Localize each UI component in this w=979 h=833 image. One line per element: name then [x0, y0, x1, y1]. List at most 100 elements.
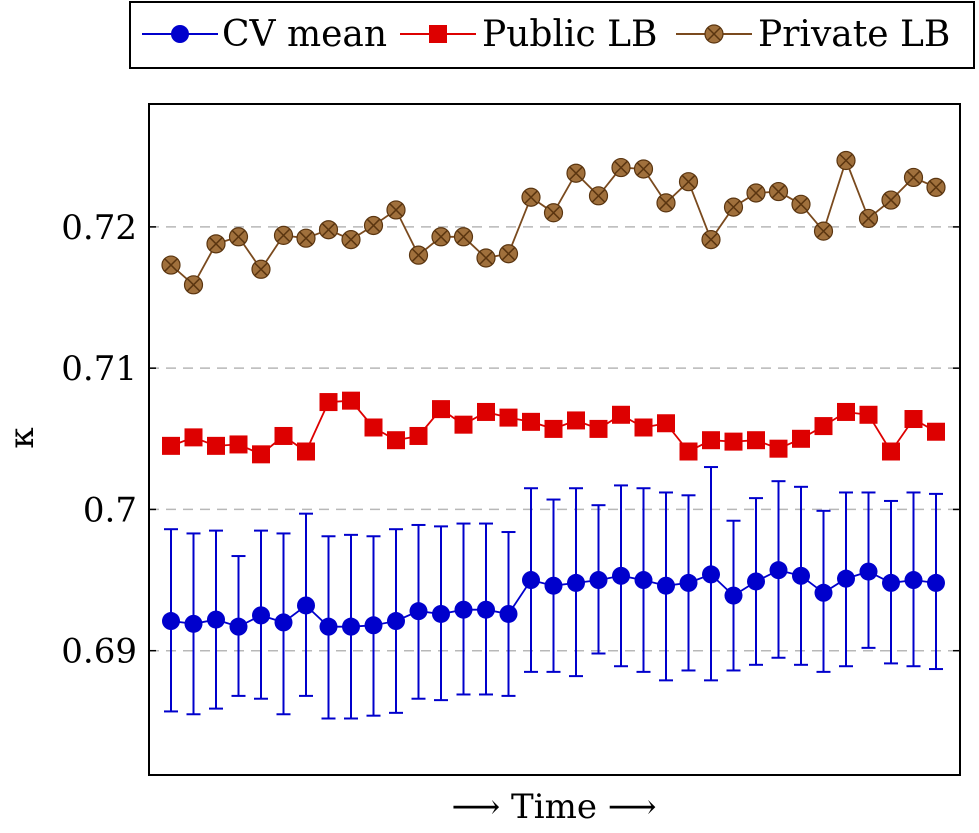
- data-point: [769, 439, 788, 458]
- data-point: [858, 208, 879, 229]
- data-point: [477, 600, 495, 619]
- data-point: [252, 606, 270, 625]
- data-point: [657, 576, 675, 595]
- data-point: [746, 183, 766, 203]
- data-point: [162, 436, 180, 455]
- legend: CV mean Public LB Private LB: [129, 1, 975, 69]
- legend-marker-private-lb: [704, 24, 724, 44]
- data-point: [814, 417, 833, 436]
- data-point-cross: [861, 211, 876, 226]
- legend-marker-public-lb: [429, 25, 447, 43]
- data-point: [679, 442, 698, 461]
- data-point: [567, 573, 585, 592]
- data-point-cross: [884, 193, 898, 207]
- series-public-lb: [162, 391, 945, 464]
- data-point-cross: [906, 170, 921, 185]
- data-point: [363, 215, 384, 236]
- data-point-cross: [479, 251, 493, 265]
- data-point: [207, 610, 225, 629]
- data-point: [882, 442, 900, 461]
- legend-item-private-lb: Private LB: [676, 14, 950, 55]
- data-point-cross: [276, 228, 291, 243]
- data-point: [611, 157, 631, 178]
- data-point: [633, 159, 654, 179]
- legend-marker-cv-mean: [171, 25, 189, 43]
- data-point: [927, 422, 945, 441]
- data-point-cross: [434, 229, 448, 244]
- data-point: [476, 248, 496, 268]
- data-point: [207, 436, 225, 455]
- data-point: [678, 172, 699, 192]
- data-point: [792, 429, 810, 448]
- data-point-cross: [929, 180, 943, 195]
- data-point-cross: [231, 229, 246, 244]
- data-point-cross: [299, 231, 313, 246]
- legend-label-cv-mean: CV mean: [222, 14, 387, 55]
- data-point: [274, 613, 293, 632]
- data-point: [814, 583, 833, 602]
- data-point: [904, 410, 923, 429]
- data-point: [724, 586, 743, 605]
- data-point: [454, 415, 473, 434]
- data-point-cross: [456, 229, 471, 244]
- data-point: [319, 393, 338, 412]
- data-point-cross: [794, 197, 808, 212]
- data-point: [409, 426, 428, 445]
- data-point: [498, 244, 519, 264]
- data-point: [544, 419, 563, 438]
- data-point: [454, 600, 473, 619]
- series-cv-mean: [162, 466, 945, 720]
- data-point: [184, 614, 203, 633]
- data-point: [926, 177, 946, 197]
- data-point-cross: [501, 246, 516, 261]
- data-point: [162, 612, 180, 631]
- data-point: [183, 275, 204, 295]
- data-point: [702, 431, 720, 450]
- data-point: [453, 227, 474, 247]
- data-point: [431, 227, 451, 247]
- data-point: [792, 566, 810, 585]
- data-point: [522, 571, 540, 590]
- data-point-cross: [209, 236, 223, 251]
- data-point: [544, 576, 563, 595]
- data-point-cross: [839, 153, 853, 168]
- data-point: [634, 418, 653, 437]
- data-point: [567, 411, 585, 430]
- data-point: [319, 617, 338, 636]
- data-point-cross: [411, 248, 426, 263]
- data-point: [543, 203, 564, 223]
- data-point: [228, 227, 249, 247]
- data-point: [859, 562, 878, 581]
- legend-label-private-lb: Private LB: [758, 14, 950, 55]
- data-point: [566, 163, 586, 183]
- data-point: [837, 402, 855, 421]
- data-point: [229, 617, 248, 636]
- y-tick-label: 0.69: [61, 632, 137, 672]
- data-point: [432, 604, 450, 623]
- data-point-cross: [636, 162, 651, 176]
- series-layer: [161, 150, 946, 720]
- x-axis-title: ⟶ Time ⟶: [451, 787, 656, 827]
- data-point-cross: [726, 200, 741, 215]
- data-point: [679, 573, 698, 592]
- y-tick-label: 0.7: [83, 490, 137, 530]
- data-point-cross: [614, 160, 628, 175]
- series-private-lb: [161, 150, 946, 295]
- data-point: [589, 571, 608, 590]
- y-axis-title: κ: [2, 427, 42, 448]
- data-point: [273, 225, 294, 245]
- data-point-cross: [771, 184, 786, 199]
- data-point: [882, 573, 900, 592]
- data-point: [297, 442, 315, 461]
- data-point: [723, 197, 744, 217]
- data-point-cross: [749, 186, 763, 200]
- data-point: [747, 572, 765, 591]
- data-point: [499, 604, 518, 623]
- data-point: [274, 426, 293, 445]
- legend-item-cv-mean: CV mean: [142, 14, 387, 55]
- data-point: [859, 405, 878, 424]
- data-point: [296, 228, 316, 248]
- data-point: [656, 193, 676, 213]
- data-point: [184, 428, 203, 447]
